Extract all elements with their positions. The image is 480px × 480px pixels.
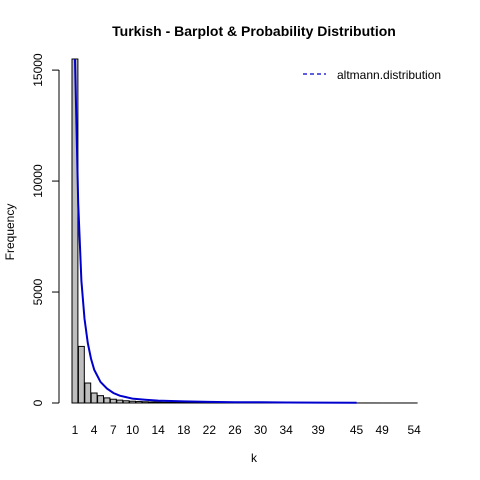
bar-k-8: [116, 399, 124, 404]
x-axis-tick-labels: 1 4 7 10 14 18 22 26 30 34 39 45 49 54: [72, 423, 422, 437]
bar-k-3: [84, 382, 92, 404]
x-tick-label: 10: [126, 423, 140, 437]
y-tick-label: 0: [31, 399, 45, 406]
x-tick-label: 45: [350, 423, 364, 437]
bar-k-15: [161, 401, 169, 404]
x-tick-label: 39: [311, 423, 325, 437]
bar-k-6: [103, 397, 111, 404]
legend: altmann.distribution: [303, 68, 441, 82]
x-tick-label: 34: [279, 423, 293, 437]
bar-k-1: [71, 58, 79, 404]
y-tick-label: 15000: [31, 53, 45, 87]
x-tick-label: 49: [375, 423, 389, 437]
bar-k-4: [90, 392, 98, 404]
x-tick-label: 54: [407, 423, 421, 437]
bar-k-9: [122, 400, 130, 404]
bar-k-7: [109, 398, 117, 404]
bar-k-13: [148, 401, 156, 404]
x-tick-label: 1: [72, 423, 79, 437]
bar-k-17: [173, 401, 181, 404]
bar-k-11: [135, 401, 143, 404]
bar-k-2: [77, 345, 85, 404]
bars-group: [71, 58, 418, 404]
legend-label: altmann.distribution: [337, 68, 441, 82]
x-tick-label: 22: [203, 423, 217, 437]
y-axis-label: Frequency: [3, 204, 17, 261]
x-tick-label: 14: [151, 423, 165, 437]
y-axis-ticks: 0 5000 10000 15000: [31, 53, 59, 406]
bar-k-16: [167, 401, 175, 404]
x-tick-label: 26: [228, 423, 242, 437]
x-tick-label: 7: [110, 423, 117, 437]
altmann-distribution-line: [74, 58, 357, 404]
x-axis-label: k: [251, 451, 258, 465]
chart-title: Turkish - Barplot & Probability Distribu…: [112, 23, 396, 39]
y-tick-label: 5000: [31, 278, 45, 305]
x-tick-label: 30: [254, 423, 268, 437]
x-tick-label: 4: [91, 423, 98, 437]
x-tick-label: 18: [177, 423, 191, 437]
bar-k-5: [97, 395, 104, 404]
bar-k-12: [141, 401, 149, 404]
bar-k-14: [154, 401, 162, 404]
y-tick-label: 10000: [31, 164, 45, 198]
bar-k-10: [129, 400, 137, 404]
